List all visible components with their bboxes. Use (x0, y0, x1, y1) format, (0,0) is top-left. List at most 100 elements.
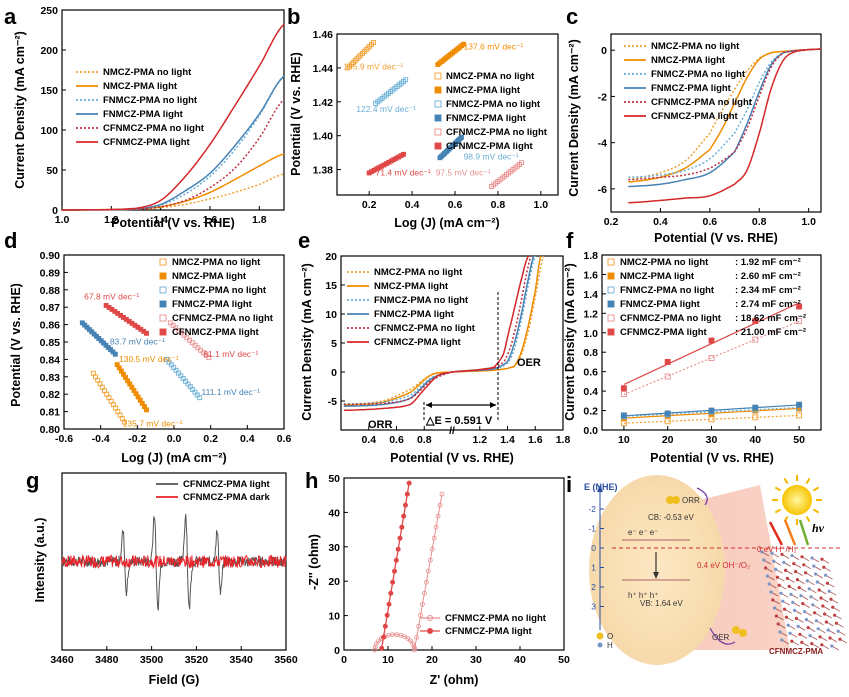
x-tick-label: 30 (470, 654, 482, 666)
atom (784, 568, 788, 573)
x-axis-title-a: Potential (V vs. RHE) (111, 216, 235, 230)
atom (809, 595, 813, 599)
delta-e-label: △E = 0.591 V (425, 415, 493, 427)
x-tick-label: -0.4 (92, 433, 110, 445)
annotations-e: ORR OER △E = 0.591 V (368, 292, 541, 431)
slope-label: 67.8 mV dec⁻¹ (84, 291, 139, 301)
y-tick-label: 20 (325, 251, 337, 263)
atom (838, 637, 842, 641)
data-point (664, 358, 671, 365)
data-point (198, 347, 204, 353)
data-point (203, 352, 209, 358)
data-point (197, 395, 203, 401)
legend-label: CFNMCZ-PMA light (374, 337, 462, 348)
data-point (620, 412, 627, 419)
atom (764, 566, 768, 570)
y-tick-label: 1.0 (583, 328, 598, 340)
x-axis-title-b: Log (J) (mA cm⁻²) (394, 216, 499, 230)
orr-cycle-arrow (696, 487, 708, 506)
legend-marker (607, 286, 615, 294)
data-point (708, 407, 715, 414)
oer-cycle-arrow (709, 627, 736, 645)
slope-label: 122.4 mV dec⁻¹ (356, 104, 416, 114)
data-point (388, 590, 394, 596)
atom (795, 578, 800, 582)
x-tick-label: 0.2 (203, 433, 218, 445)
data-point (752, 336, 759, 343)
panel-b: b 0.2 0.4 0.6 0.8 1.0 1.38 1.40 1.42 1.44 1.46 14… (287, 4, 559, 230)
atom (777, 583, 781, 587)
y-tick-label: 1.2 (583, 308, 598, 320)
x-tick-label: 0.6 (277, 433, 292, 445)
y-tick-label: 1.42 (313, 97, 334, 109)
x-tick-label: 1.4 (153, 214, 168, 226)
data-point (376, 638, 381, 644)
axis-ticks-c: 0.2 0.4 0.6 0.8 1.0 -6 -4 -2 0 (598, 45, 816, 228)
panel-label-d: d (4, 228, 17, 253)
photon-arrow (798, 519, 810, 546)
atom (794, 616, 799, 621)
atom (817, 588, 821, 592)
atom (808, 634, 812, 638)
atom (815, 580, 820, 584)
axis-ticks-b: 0.2 0.4 0.6 0.8 1.0 1.38 1.40 1.42 1.44 1.46 (313, 29, 549, 211)
atom (804, 618, 809, 622)
y-tick-label: 0 (52, 205, 58, 217)
legend-label: CFNMCZ-PMA light (183, 479, 271, 490)
y-tick-label: 1.38 (313, 165, 334, 177)
data-point (405, 636, 411, 641)
y-axis-title-c: Current Density (mA cm⁻²) (567, 39, 581, 197)
data-point (427, 557, 433, 563)
capacitance-value: : 2.74 mF cm⁻² (735, 299, 801, 310)
x-tick-label: 20 (662, 434, 674, 446)
atom (778, 630, 782, 634)
legend-g: CFNMCZ-PMA light CFNMCZ-PMA dark (156, 479, 271, 503)
sun-ray (812, 508, 820, 514)
data-point (437, 502, 443, 508)
x-tick-label: 0.4 (653, 216, 668, 228)
x-tick-label: 0.6 (703, 216, 718, 228)
series-points-b (345, 40, 524, 189)
capacitance-value: : 1.92 mF cm⁻² (735, 257, 801, 268)
x-tick-label: 0.8 (417, 434, 432, 446)
panel-a: a 1.0 1.2 1.4 1.6 1.8 0 50 100 150 200 250 NMCZ-PM… (4, 4, 285, 230)
y-tick-label: 1.40 (313, 131, 334, 143)
x-tick-label: 0.0 (167, 433, 182, 445)
x-tick-label: -0.6 (55, 433, 73, 445)
slope-label: 130.5 mV dec⁻¹ (119, 354, 179, 364)
legend-label: NMCZ-PMA light (172, 271, 247, 282)
sun-ray (805, 477, 811, 485)
data-point (390, 579, 396, 585)
sun-ray (812, 486, 820, 492)
data-point (391, 568, 397, 574)
legend-marker (607, 258, 615, 266)
slope-annotations-b: 145.9 mV dec⁻¹ 137.6 mV dec⁻¹ 122.4 mV dec… (343, 41, 523, 177)
atom (771, 598, 775, 602)
legend-label: NMCZ-PMA no light (620, 257, 709, 268)
legend-label: CFNMCZ-PMA no light (446, 127, 548, 138)
data-point (416, 623, 421, 629)
data-point (410, 641, 416, 647)
atom (788, 631, 792, 635)
atom (803, 610, 807, 614)
oer-label-i: OER (712, 633, 730, 642)
legend-label: CFNMCZ-PMA light (445, 626, 533, 637)
data-point (192, 342, 198, 348)
atom (827, 589, 831, 593)
y-tick-label: 0.2 (583, 406, 598, 418)
data-point (195, 345, 201, 351)
data-point (420, 601, 425, 607)
data-point (708, 337, 715, 344)
legend-label: CFNMCZ-PMA light (620, 327, 708, 338)
energy-axis-ticks: -2 -1 0 1 2 3 (588, 504, 604, 612)
legend-label: NMCZ-PMA light (620, 271, 695, 282)
atom (833, 613, 837, 617)
legend-label: NMCZ-PMA light (103, 81, 178, 92)
series-line (628, 48, 822, 181)
legend-marker (159, 314, 167, 322)
data-point (379, 645, 385, 651)
series-lines-g (61, 513, 287, 611)
legend-marker (427, 615, 433, 621)
series-line (381, 483, 410, 649)
slope-label: 145.9 mV dec⁻¹ (343, 62, 403, 72)
